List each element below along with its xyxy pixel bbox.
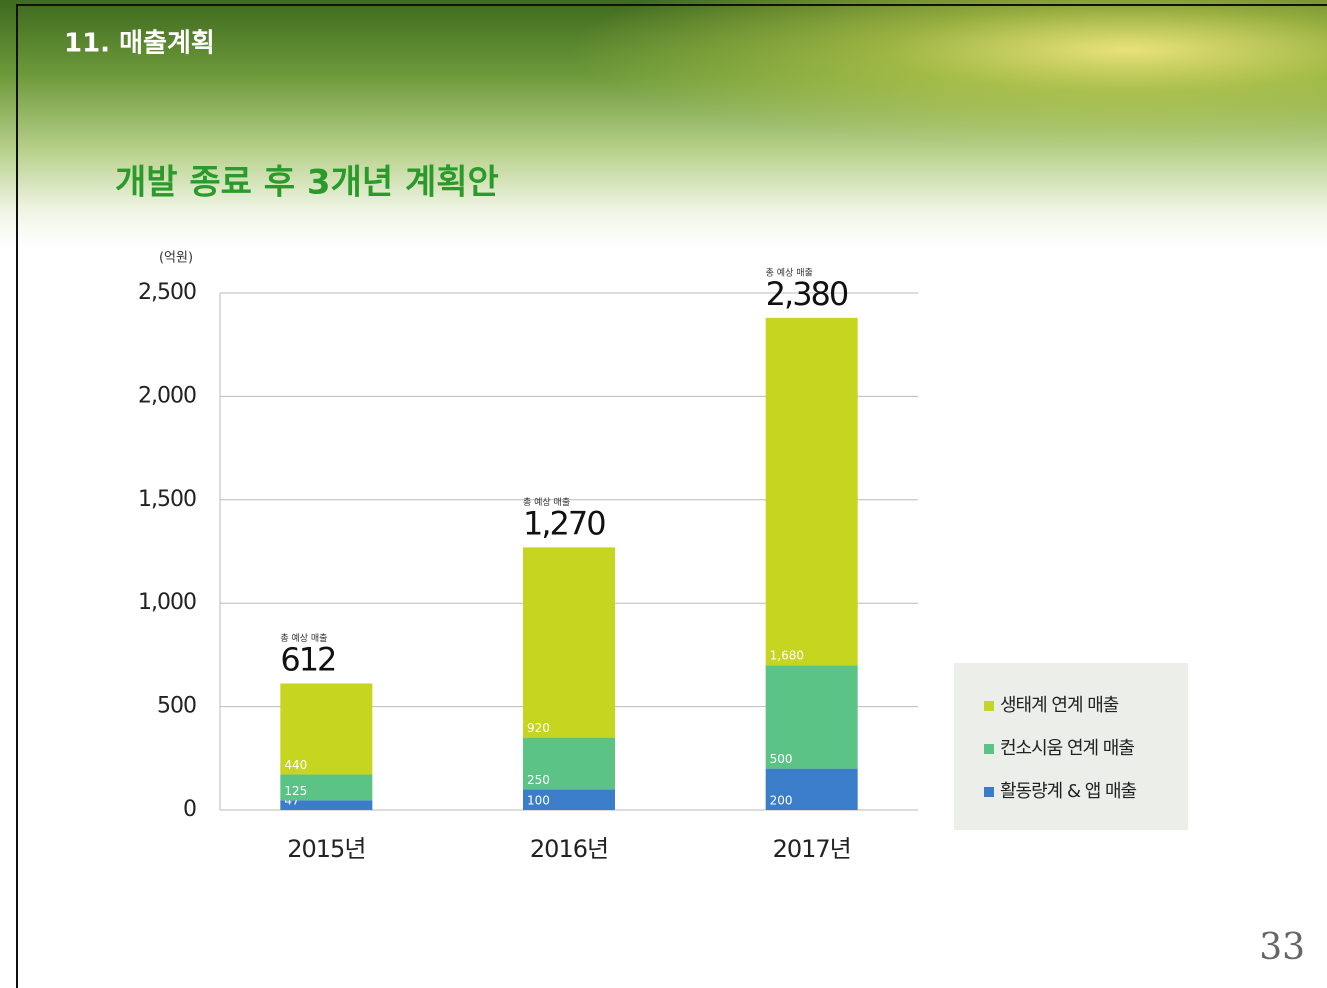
legend-swatch bbox=[984, 787, 994, 797]
bar-segment bbox=[523, 789, 615, 810]
value-label: 1,680 bbox=[770, 649, 804, 663]
y-tick-label: 500 bbox=[157, 694, 196, 719]
frame bbox=[16, 4, 1327, 988]
x-tick-label: 2017년 bbox=[773, 835, 851, 863]
page-number: 33 bbox=[1259, 927, 1305, 968]
legend-swatch bbox=[984, 744, 994, 754]
total-caption: 총 예상 매출 bbox=[523, 497, 570, 508]
slide-title: 개발 종료 후 3개년 계획안 bbox=[115, 163, 499, 203]
y-axis-label: (억원) bbox=[159, 251, 193, 266]
total-label: 2,380 bbox=[766, 275, 848, 313]
y-tick-label: 2,000 bbox=[138, 383, 196, 408]
value-label: 250 bbox=[527, 773, 550, 787]
bar-segment bbox=[765, 665, 858, 769]
value-label: 200 bbox=[770, 794, 793, 808]
legend-swatch bbox=[984, 701, 994, 711]
total-caption: 총 예상 매출 bbox=[280, 633, 327, 644]
bar-segment bbox=[765, 317, 858, 666]
x-tick-label: 2016년 bbox=[530, 835, 608, 863]
value-label: 440 bbox=[284, 758, 307, 772]
header-background bbox=[0, 0, 1327, 250]
legend-label: 활동량계 & 앱 매출 bbox=[1000, 781, 1137, 802]
bar-segment bbox=[280, 800, 373, 810]
total-label: 1,270 bbox=[523, 504, 605, 542]
bar-segment bbox=[280, 774, 373, 801]
section-title: 11. 매출계획 bbox=[64, 29, 215, 59]
bar-segment bbox=[523, 737, 615, 790]
value-label: 125 bbox=[284, 784, 307, 798]
legend-label: 생태계 연계 매출 bbox=[1000, 695, 1119, 716]
value-label: 500 bbox=[770, 752, 793, 766]
total-caption: 총 예상 매출 bbox=[766, 267, 813, 278]
bar-segment bbox=[523, 547, 615, 738]
bar-segment bbox=[765, 768, 858, 810]
y-tick-label: 1,000 bbox=[138, 590, 196, 615]
total-label: 612 bbox=[280, 640, 335, 678]
x-tick-label: 2015년 bbox=[287, 835, 365, 863]
y-tick-label: 0 bbox=[183, 797, 196, 822]
bar-segment bbox=[280, 683, 373, 775]
legend-label: 컨소시움 연계 매출 bbox=[1000, 738, 1134, 759]
value-label: 100 bbox=[527, 794, 550, 808]
y-tick-label: 2,500 bbox=[138, 280, 196, 305]
value-label: 920 bbox=[527, 721, 550, 735]
y-tick-label: 1,500 bbox=[138, 487, 196, 512]
